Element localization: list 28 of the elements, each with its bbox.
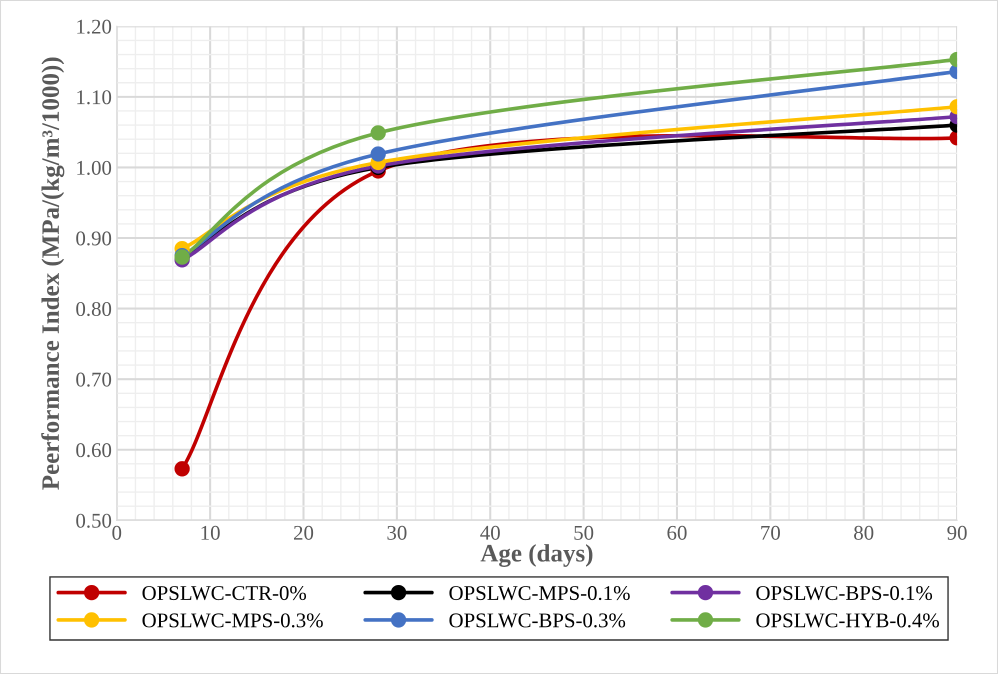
x-tick-label: 50: [574, 526, 594, 540]
y-tick-label: 0.50: [76, 514, 112, 528]
x-tick-label: 10: [202, 526, 220, 540]
x-tick-label: 40: [480, 526, 500, 540]
x-tick-label: 80: [854, 526, 874, 540]
x-tick-label: 20: [294, 526, 314, 540]
x-tick-label: 60: [667, 526, 687, 540]
x-tick-label: 90: [947, 526, 967, 540]
y-tick-label: 1.10: [77, 90, 112, 104]
legend-label: OPSLWC-MPS-0.1%: [449, 586, 630, 600]
x-axis-title: Age (days): [480, 544, 592, 567]
legend-label: OPSLWC-BPS-0.1%: [756, 586, 932, 600]
point: [174, 461, 190, 476]
legend-label: OPSLWC-MPS-0.3%: [142, 613, 323, 628]
legend-label: OPSLWC-CTR-0%: [142, 586, 306, 600]
y-tick-label: 0.80: [76, 302, 112, 316]
legend-label: OPSLWC-HYB-0.4%: [756, 613, 939, 628]
y-tick-label: 1.20: [77, 20, 112, 34]
x-tick-label: 0: [112, 526, 122, 540]
y-tick-label: 0.70: [76, 372, 112, 387]
x-tick-label: 30: [387, 526, 406, 540]
y-tick-label: 1.00: [77, 160, 112, 175]
legend-label: OPSLWC-BPS-0.3%: [449, 613, 626, 628]
y-tick-label: 0.60: [76, 443, 112, 458]
point: [370, 125, 386, 140]
x-tick-label: 70: [761, 526, 780, 540]
y-tick-label: 0.90: [76, 231, 112, 246]
y-axis-title: Peerformance Index (MPa/(kg/m³/1000)): [41, 58, 64, 490]
